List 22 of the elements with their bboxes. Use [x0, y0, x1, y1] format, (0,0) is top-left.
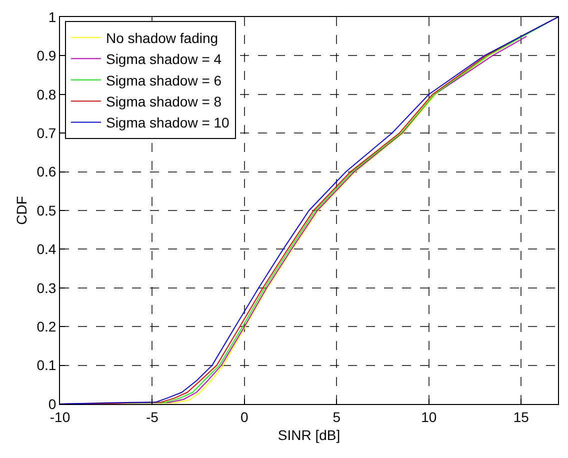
x-tick-label: 5 — [332, 408, 341, 425]
x-tick-label: 10 — [421, 408, 437, 425]
y-tick-label: 0.1 — [36, 357, 56, 374]
y-tick-label: 0.2 — [36, 318, 56, 334]
y-tick-label: 0.5 — [36, 202, 56, 218]
y-tick-label: 0.4 — [36, 241, 56, 258]
legend-label: Sigma shadow = 4 — [106, 51, 222, 68]
y-tick-label: 0.9 — [36, 48, 56, 64]
legend-label: Sigma shadow = 6 — [106, 72, 222, 88]
y-tick-label: 0.3 — [36, 280, 56, 296]
x-tick-label: -5 — [146, 408, 159, 425]
x-tick-label: 15 — [513, 408, 530, 425]
legend-label: Sigma shadow = 10 — [106, 114, 230, 131]
y-tick-label: 0.7 — [36, 125, 56, 141]
y-tick-label: 0.6 — [36, 164, 56, 180]
legend-label: No shadow fading — [106, 30, 218, 46]
legend-label: Sigma shadow = 8 — [106, 94, 222, 110]
y-tick-label: 0.8 — [36, 86, 56, 102]
x-tick-label: 0 — [240, 408, 249, 425]
y-axis-title: CDF — [13, 196, 30, 225]
x-axis-title: SINR [dB] — [278, 427, 340, 444]
y-tick-label: 1 — [48, 8, 56, 25]
